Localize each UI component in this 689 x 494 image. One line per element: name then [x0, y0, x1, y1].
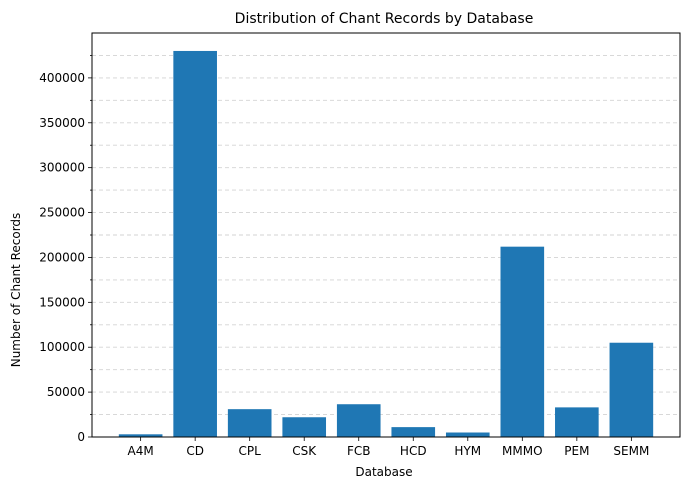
x-tick-label: FCB: [347, 444, 371, 458]
bar-fcb: [336, 404, 381, 437]
x-tick-label: CPL: [239, 444, 262, 458]
bar-mmmo: [500, 246, 545, 437]
y-tick-label: 350000: [39, 116, 85, 130]
y-axis-label: Number of Chant Records: [9, 213, 23, 368]
x-tick-label: HYM: [454, 444, 481, 458]
y-tick-label: 200000: [39, 250, 85, 264]
y-tick-label: 400000: [39, 71, 85, 85]
y-tick-label: 300000: [39, 161, 85, 175]
x-tick-label: SEMM: [613, 444, 649, 458]
x-tick-label: CD: [186, 444, 204, 458]
x-tick-label: PEM: [564, 444, 589, 458]
bar-hcd: [391, 427, 436, 437]
x-axis-label: Database: [355, 465, 412, 479]
x-tick-label: HCD: [400, 444, 427, 458]
bar-pem: [555, 407, 599, 437]
bar-cpl: [227, 409, 272, 437]
axes: 0 50000 100000 150000 200000 250000 300000 3500…: [39, 32, 681, 458]
x-tick-label: CSK: [292, 444, 317, 458]
x-tick-label: MMMO: [502, 444, 543, 458]
bar-csk: [282, 417, 327, 437]
bar-a4m: [118, 434, 163, 437]
bar-semm: [609, 342, 654, 437]
x-tick-label: A4M: [128, 444, 154, 458]
bar-cd: [173, 50, 217, 437]
bars: [118, 50, 654, 437]
y-tick-label: 250000: [39, 206, 85, 220]
y-tick-label: 0: [77, 430, 85, 444]
y-tick-label: 50000: [47, 385, 85, 399]
bar-hym: [445, 432, 490, 437]
y-tick-label: 100000: [39, 340, 85, 354]
chart-title: Distribution of Chant Records by Databas…: [235, 11, 534, 27]
y-tick-label: 150000: [39, 295, 85, 309]
